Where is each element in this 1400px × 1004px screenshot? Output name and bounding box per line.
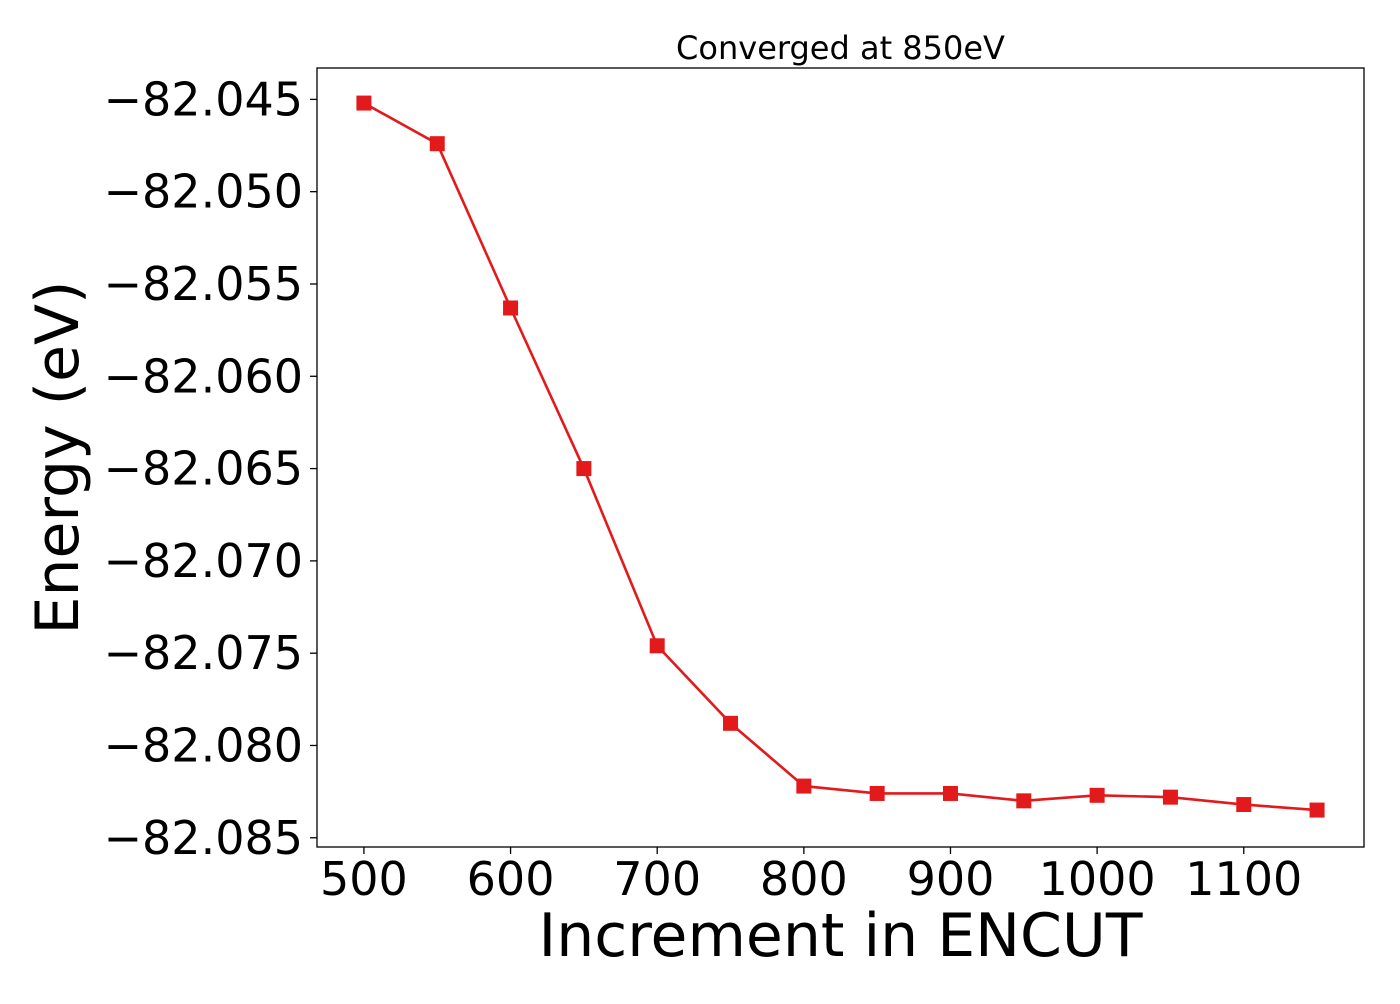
x-tick-label: 1100 xyxy=(1185,852,1302,906)
y-axis-ticks: −82.045 −82.050 −82.055 −82.060 −82.065 −82.0… xyxy=(104,72,317,865)
data-point-marker xyxy=(503,300,519,316)
data-point-marker xyxy=(796,778,812,794)
x-tick-label: 1000 xyxy=(1039,852,1156,906)
series-line xyxy=(363,101,1318,812)
x-tick-label: 900 xyxy=(907,852,995,906)
y-tick-label: −82.070 xyxy=(104,534,304,588)
data-point-marker xyxy=(429,136,445,152)
data-point-marker xyxy=(1309,802,1325,818)
data-point-marker xyxy=(356,95,372,111)
y-axis-label: Energy (eV) xyxy=(23,281,93,635)
data-point-marker xyxy=(1016,793,1032,809)
chart-title: Converged at 850eV xyxy=(676,29,1005,67)
data-point-marker xyxy=(576,461,592,477)
y-tick-label: −82.055 xyxy=(104,257,304,311)
data-point-marker xyxy=(1236,797,1252,813)
x-tick-label: 700 xyxy=(613,852,701,906)
y-tick-label: −82.060 xyxy=(104,349,304,403)
data-point-marker xyxy=(1162,789,1178,805)
x-tick-label: 500 xyxy=(320,852,408,906)
data-point-marker xyxy=(1089,787,1105,803)
x-axis-label: Increment in ENCUT xyxy=(539,901,1143,971)
x-tick-label: 800 xyxy=(760,852,848,906)
y-tick-label: −82.050 xyxy=(104,165,304,219)
data-point-marker xyxy=(723,715,739,731)
y-tick-label: −82.085 xyxy=(104,811,304,865)
series-layer xyxy=(356,95,1325,818)
y-tick-label: −82.080 xyxy=(104,718,304,772)
x-axis-ticks: 500 600 700 800 900 1000 1100 xyxy=(320,847,1302,906)
data-point-marker xyxy=(649,638,665,654)
y-tick-label: −82.065 xyxy=(104,442,304,496)
x-tick-label: 600 xyxy=(467,852,555,906)
data-point-marker xyxy=(869,785,885,801)
y-tick-label: −82.045 xyxy=(104,72,304,126)
plot-area-frame xyxy=(316,67,1365,848)
data-point-marker xyxy=(942,785,958,801)
y-tick-label: −82.075 xyxy=(104,626,304,680)
